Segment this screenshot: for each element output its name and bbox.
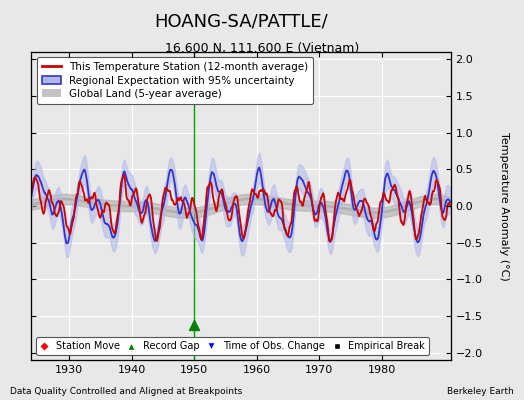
Title: HOANG-SA/PATTLE/: HOANG-SA/PATTLE/	[154, 13, 328, 31]
Y-axis label: Temperature Anomaly (°C): Temperature Anomaly (°C)	[499, 132, 509, 280]
Legend: Station Move, Record Gap, Time of Obs. Change, Empirical Break: Station Move, Record Gap, Time of Obs. C…	[36, 337, 429, 355]
Text: 16.600 N, 111.600 E (Vietnam): 16.600 N, 111.600 E (Vietnam)	[165, 42, 359, 55]
Text: Berkeley Earth: Berkeley Earth	[447, 387, 514, 396]
Text: Data Quality Controlled and Aligned at Breakpoints: Data Quality Controlled and Aligned at B…	[10, 387, 243, 396]
